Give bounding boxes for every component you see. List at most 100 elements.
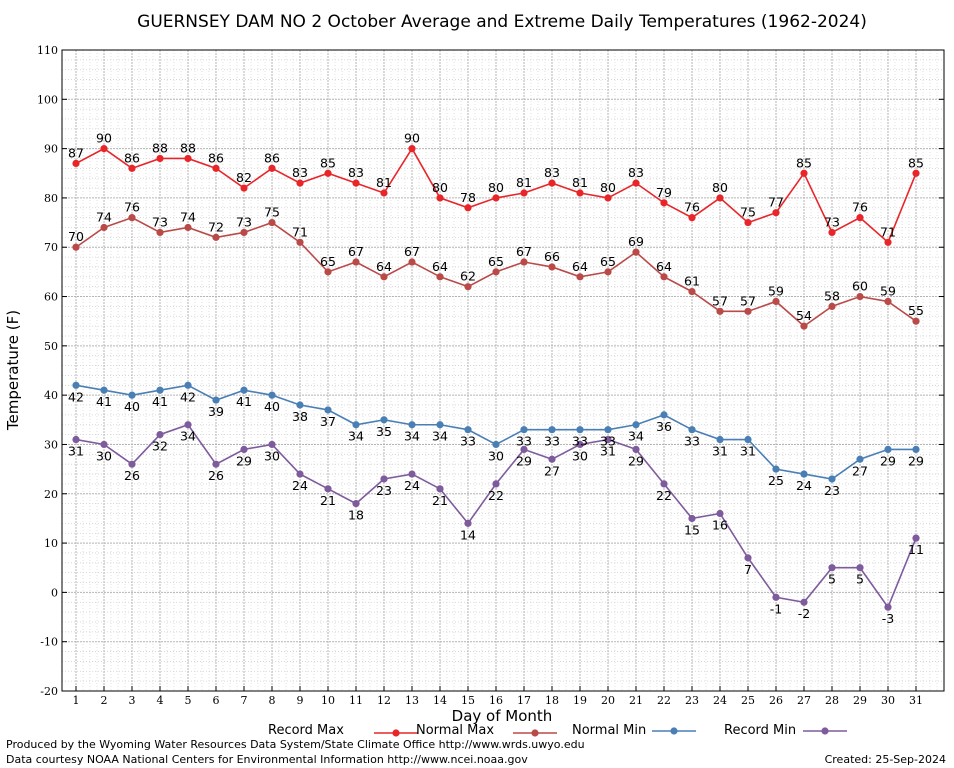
record-max-data-label: 79 xyxy=(656,185,672,200)
record-max-data-label: 81 xyxy=(572,175,588,190)
normal-min-data-label: 41 xyxy=(152,394,168,409)
record-max-data-label: 88 xyxy=(152,140,168,155)
normal-max-data-label: 72 xyxy=(208,219,224,234)
x-tick-label: 17 xyxy=(517,694,531,707)
record-min-point xyxy=(716,509,724,518)
normal-max-point xyxy=(184,223,192,232)
y-tick-label: 10 xyxy=(44,537,58,550)
record-min-point xyxy=(296,470,304,478)
record-max-point xyxy=(240,184,248,192)
record-max-data-label: 76 xyxy=(684,200,700,215)
record-max-data-label: 71 xyxy=(880,224,896,239)
x-tick-label: 2 xyxy=(101,694,108,707)
record-max-data-label: 75 xyxy=(740,205,756,220)
x-tick-label: 31 xyxy=(909,694,923,707)
record-max-point xyxy=(184,154,192,163)
x-tick-label: 20 xyxy=(601,694,615,707)
record-max-point xyxy=(828,228,836,237)
record-max-point xyxy=(632,179,640,187)
record-max-data-label: 88 xyxy=(180,140,196,155)
normal-min-point xyxy=(772,465,780,473)
normal-min-point xyxy=(856,455,864,463)
record-max-point xyxy=(660,199,668,207)
normal-min-point xyxy=(436,421,444,429)
record-min-data-label: 30 xyxy=(96,448,112,463)
normal-max-data-label: 74 xyxy=(96,210,112,225)
record-max-data-label: 86 xyxy=(264,150,280,165)
normal-min-data-label: 31 xyxy=(740,444,756,459)
x-tick-label: 7 xyxy=(241,694,248,707)
record-max-point xyxy=(464,204,472,212)
record-max-point xyxy=(716,194,724,202)
y-tick-label: -10 xyxy=(40,636,58,649)
record-max-point xyxy=(772,209,780,217)
normal-min-point xyxy=(184,381,192,389)
x-tick-label: 12 xyxy=(377,694,391,707)
x-tick-label: 8 xyxy=(269,694,276,707)
record-max-point xyxy=(436,194,444,202)
normal-max-legend-marker xyxy=(531,729,539,737)
normal-max-point xyxy=(100,223,108,232)
record-max-point xyxy=(912,169,920,177)
normal-max-data-label: 71 xyxy=(292,224,308,239)
normal-min-point xyxy=(632,421,640,429)
record-max-data-label: 83 xyxy=(348,165,364,180)
record-max-data-label: 80 xyxy=(488,180,504,195)
normal-min-data-label: 39 xyxy=(208,404,224,419)
normal-min-point xyxy=(296,401,304,409)
record-min-data-label: -2 xyxy=(798,606,810,621)
normal-max-data-label: 59 xyxy=(768,283,784,298)
x-axis-ticks: 1 2 3 4 5 6 7 8 9 10 11 12 13 14 15 16 17 18 19 20 21 22 23 24 2… xyxy=(73,686,923,707)
y-tick-label: 30 xyxy=(44,438,58,451)
record-min-point xyxy=(268,440,276,449)
record-max-data-label: 83 xyxy=(292,165,308,180)
normal-min-point xyxy=(744,435,752,444)
normal-max-point xyxy=(324,268,332,276)
normal-max-point xyxy=(632,248,640,256)
normal-min-point xyxy=(716,435,724,444)
normal-max-point xyxy=(520,258,528,266)
normal-min-point xyxy=(548,426,556,434)
record-max-data-label: 90 xyxy=(96,131,112,146)
record-min-data-label: 14 xyxy=(460,527,476,542)
record-min-data-label: 24 xyxy=(292,478,308,493)
normal-max-data-label: 54 xyxy=(796,308,812,323)
record-min-point xyxy=(156,431,164,439)
normal-max-point xyxy=(800,322,808,330)
series-layer xyxy=(72,145,920,611)
normal-min-point xyxy=(100,386,108,394)
y-tick-label: 100 xyxy=(37,93,58,106)
record-min-data-label: 18 xyxy=(348,508,364,523)
record-max-data-label: 78 xyxy=(460,190,476,205)
record-max-data-label: 80 xyxy=(712,180,728,195)
normal-min-data-label: 23 xyxy=(824,483,840,498)
normal-min-point xyxy=(352,421,360,429)
record-max-data-label: 83 xyxy=(544,165,560,180)
record-min-data-label: 22 xyxy=(656,488,672,503)
record-min-data-label: 24 xyxy=(404,478,420,493)
normal-max-point xyxy=(296,238,304,246)
footer-data-courtesy: Data courtesy NOAA National Centers for … xyxy=(6,753,528,766)
normal-min-data-label: 34 xyxy=(348,429,364,444)
normal-max-data-label: 61 xyxy=(684,274,700,289)
normal-min-point xyxy=(464,426,472,434)
record-max-data-label: 80 xyxy=(600,180,616,195)
record-max-data-label: 86 xyxy=(208,150,224,165)
y-axis-ticks: -20 -10 0 10 20 30 40 50 60 70 80 90 100 110 xyxy=(37,44,944,698)
normal-min-legend-label: Normal Min xyxy=(572,723,646,738)
record-min-data-label: 29 xyxy=(628,453,644,468)
normal-min-point xyxy=(912,445,920,453)
normal-min-point xyxy=(240,386,248,394)
record-min-point xyxy=(800,598,808,606)
normal-min-point xyxy=(828,475,836,483)
footer-produced-by: Produced by the Wyoming Water Resources … xyxy=(6,738,585,751)
record-max-point xyxy=(576,189,584,197)
normal-min-data-label: 27 xyxy=(852,463,868,478)
y-tick-label: 0 xyxy=(51,586,58,599)
record-min-point xyxy=(492,480,500,488)
y-tick-label: 110 xyxy=(37,44,58,57)
normal-min-point xyxy=(128,391,136,399)
